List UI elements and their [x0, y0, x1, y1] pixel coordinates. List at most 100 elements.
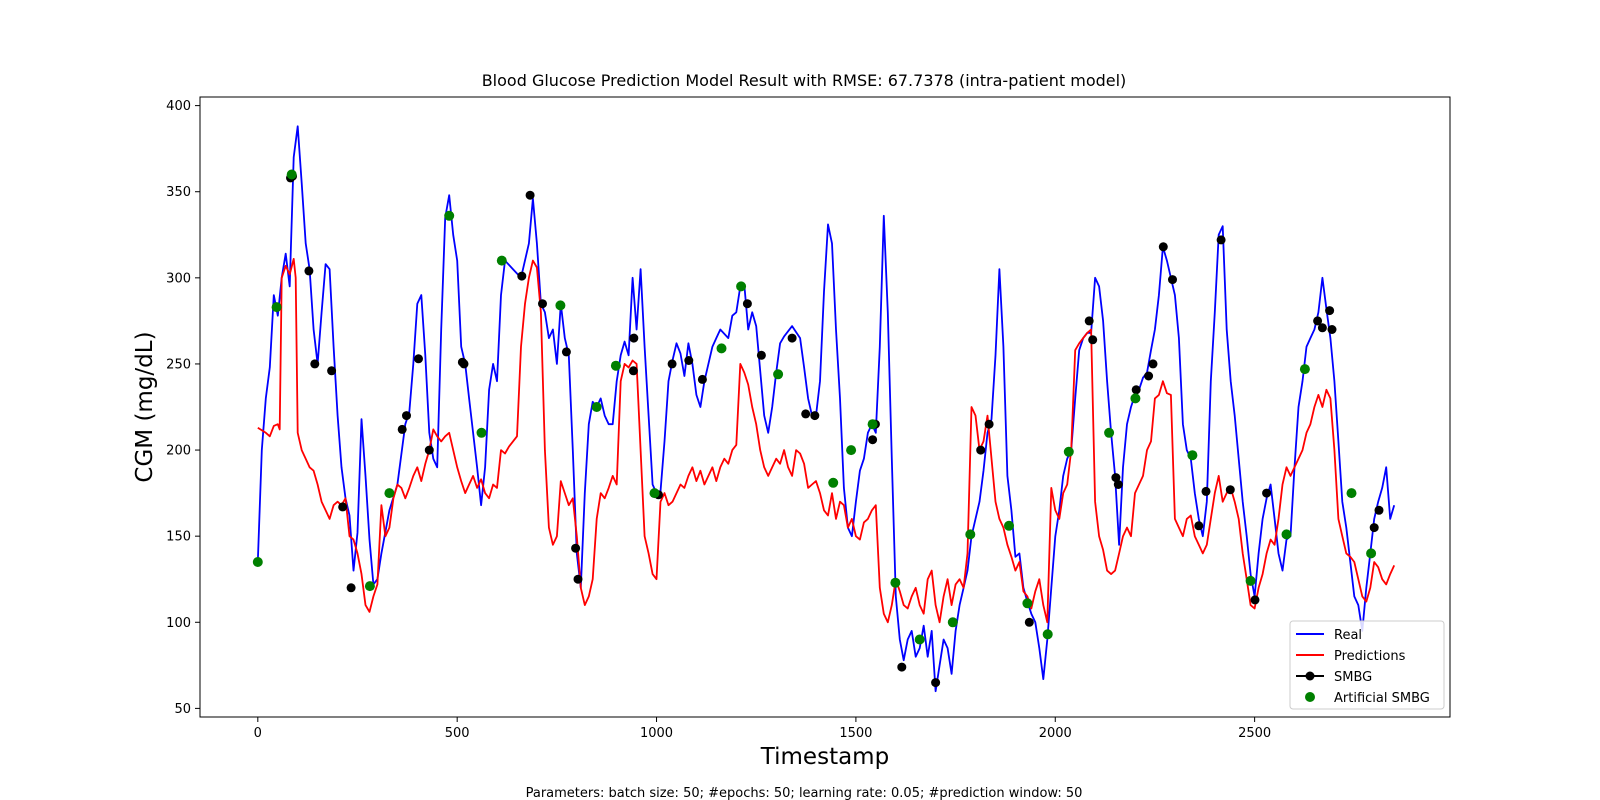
- series-line-predictions: [257, 257, 1396, 624]
- x-tick-label: 500: [445, 726, 470, 741]
- chart-title: Blood Glucose Prediction Model Result wi…: [482, 71, 1127, 90]
- smbg-point: [1201, 486, 1211, 496]
- smbg-point: [414, 354, 423, 364]
- smbg-point: [1131, 385, 1141, 395]
- smbg-point: [1374, 505, 1384, 515]
- smbg-point: [1327, 325, 1337, 334]
- smbg-point: [801, 409, 811, 419]
- artificial-smbg-point: [1346, 488, 1357, 499]
- smbg-point: [1111, 473, 1121, 483]
- artificial-smbg-point: [828, 477, 839, 488]
- series-line-real: [256, 125, 1396, 693]
- legend-smbg-marker: [1305, 671, 1315, 681]
- artificial-smbg-point: [1281, 529, 1292, 540]
- smbg-point: [402, 411, 411, 421]
- axes-frame: [199, 96, 1451, 718]
- smbg-point: [1024, 617, 1034, 627]
- artificial-smbg-point: [965, 529, 976, 540]
- smbg-point: [1148, 359, 1158, 369]
- smbg-point: [561, 347, 571, 357]
- smbg-point: [304, 266, 314, 276]
- smbg-point: [310, 359, 320, 369]
- artificial-smbg-point: [496, 255, 507, 266]
- artificial-smbg-point: [773, 369, 784, 380]
- smbg-point: [1317, 323, 1327, 333]
- smbg-point: [571, 543, 581, 553]
- artificial-smbg-point: [736, 281, 747, 292]
- smbg-point: [517, 271, 527, 281]
- artificial-smbg-point: [1104, 427, 1115, 438]
- parameters-caption: Parameters: batch size: 50; #epochs: 50;…: [526, 786, 1083, 800]
- smbg-point: [756, 350, 766, 360]
- smbg-point: [742, 299, 752, 309]
- x-tick-label: 2000: [1039, 726, 1072, 741]
- smbg-point: [629, 333, 639, 343]
- smbg-point: [538, 299, 547, 309]
- artificial-smbg-point: [914, 634, 925, 645]
- smbg-point: [1250, 595, 1260, 605]
- legend-predictions-label: Predictions: [1334, 649, 1406, 664]
- y-tick-label: 350: [166, 185, 191, 200]
- smbg-point: [1144, 371, 1154, 381]
- smbg-point: [397, 424, 407, 434]
- smbg-point: [346, 583, 356, 593]
- artificial-smbg-point: [890, 577, 901, 588]
- y-tick-label: 100: [166, 616, 191, 631]
- smbg-point: [573, 574, 583, 584]
- smbg-point: [525, 190, 535, 200]
- y-tick-label: 150: [166, 530, 191, 545]
- smbg-point: [868, 435, 878, 445]
- artificial-smbg-point: [947, 617, 958, 628]
- x-tick-label: 0: [254, 726, 262, 741]
- artificial-smbg-point: [1042, 629, 1053, 640]
- artificial-smbg-point: [1245, 575, 1256, 586]
- artificial-smbg-point: [1299, 364, 1310, 375]
- smbg-point: [1088, 335, 1098, 345]
- smbg-point: [1194, 521, 1204, 531]
- artificial-smbg-point: [384, 488, 395, 499]
- x-axis-label: Timestamp: [760, 744, 889, 770]
- legend-artificial-smbg-marker: [1305, 692, 1315, 702]
- smbg-point: [1313, 316, 1323, 326]
- smbg-point: [1113, 480, 1123, 489]
- smbg-point: [1325, 306, 1335, 316]
- artificial-smbg-point: [364, 581, 375, 592]
- y-tick-label: 200: [166, 444, 191, 459]
- y-axis-ticks: 50 100 150 200 250 300 350 400: [166, 99, 200, 717]
- artificial-smbg-point: [252, 557, 263, 567]
- smbg-point: [787, 333, 797, 343]
- artificial-smbg-point: [610, 360, 621, 371]
- artificial-smbg-point: [1130, 393, 1141, 404]
- x-tick-label: 1500: [839, 726, 872, 741]
- smbg-point: [984, 419, 994, 429]
- artificial-smbg-point: [1366, 548, 1377, 559]
- artificial-smbg-point: [476, 427, 487, 438]
- x-tick-label: 2500: [1238, 726, 1271, 741]
- y-axis-label: CGM (mg/dL): [132, 331, 158, 482]
- legend-box: [1289, 620, 1445, 710]
- smbg-point: [897, 662, 907, 672]
- artificial-smbg-point: [286, 169, 297, 180]
- smbg-point: [338, 502, 348, 512]
- y-tick-label: 300: [166, 271, 191, 286]
- smbg-point: [1216, 235, 1226, 245]
- smbg-point: [327, 366, 337, 376]
- artificial-smbg-point: [1063, 446, 1074, 457]
- smbg-point: [1225, 485, 1235, 495]
- legend-artificial-smbg-label: Artificial SMBG: [1334, 691, 1430, 706]
- artificial-smbg-point: [1187, 450, 1198, 461]
- artificial-smbg-point: [444, 210, 455, 221]
- smbg-point: [628, 366, 638, 376]
- y-tick-label: 400: [166, 99, 191, 114]
- smbg-point: [1262, 488, 1272, 498]
- artificial-smbg-point: [716, 343, 727, 354]
- legend-real-label: Real: [1334, 628, 1362, 643]
- smbg-point: [684, 356, 694, 365]
- legend: Real Predictions SMBG Artificial SMBG: [1289, 620, 1445, 710]
- artificial-smbg-point: [1004, 520, 1014, 531]
- legend-smbg-label: SMBG: [1334, 670, 1372, 685]
- smbg-point: [697, 374, 707, 384]
- y-tick-label: 50: [174, 702, 191, 717]
- x-tick-label: 1000: [640, 726, 673, 741]
- artificial-smbg-point: [649, 488, 660, 499]
